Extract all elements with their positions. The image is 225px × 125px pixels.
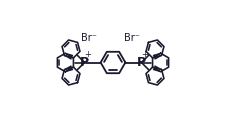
Text: P: P <box>136 56 145 69</box>
Text: +: + <box>140 50 147 59</box>
Text: Br⁻: Br⁻ <box>81 33 96 43</box>
Text: Br⁻: Br⁻ <box>124 33 140 43</box>
Text: +: + <box>83 50 90 59</box>
Text: P: P <box>80 56 89 69</box>
